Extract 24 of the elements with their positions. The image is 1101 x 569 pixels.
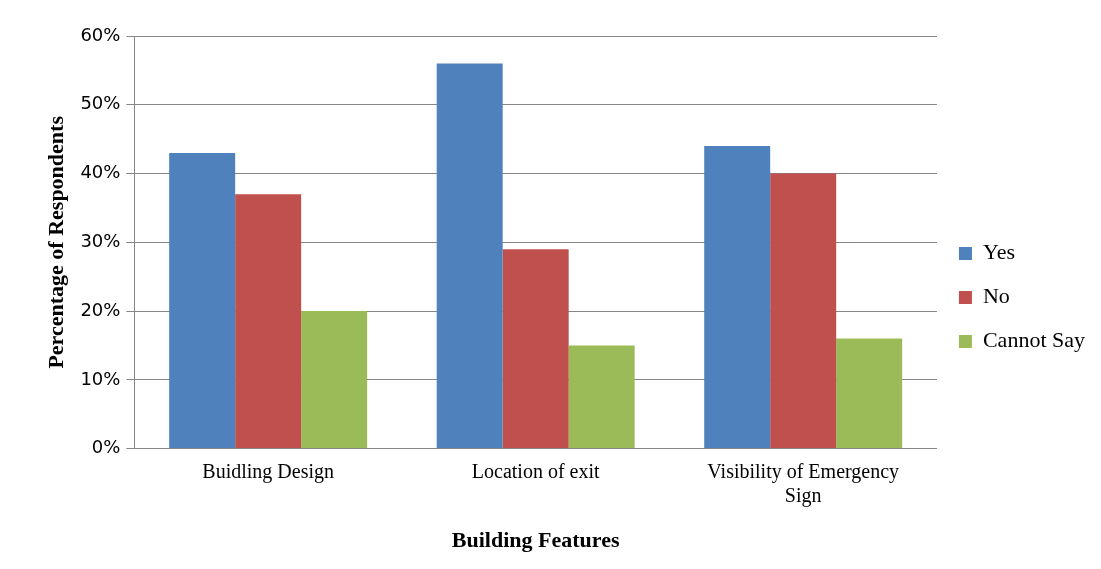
x-tick-label: Visibility of Emergency Sign — [707, 459, 900, 507]
y-tick-label: 10% — [80, 367, 121, 389]
legend-label: Cannot Say — [982, 327, 1086, 353]
y-tick-label: 60% — [80, 23, 121, 45]
x-tick-label: Location of exit — [471, 459, 600, 482]
bar — [169, 152, 236, 449]
y-tick-label: 50% — [80, 92, 121, 114]
x-tick-label: Buidling Design — [202, 459, 334, 483]
bar — [235, 194, 302, 449]
bar — [436, 63, 503, 449]
bar — [836, 338, 903, 449]
y-tick-label: 20% — [80, 298, 121, 320]
bar — [502, 249, 569, 449]
y-tick-label: 0% — [91, 436, 121, 458]
x-axis-title: Building Features — [451, 527, 620, 553]
bar — [770, 173, 837, 449]
y-axis-title: Percentage of Respondents — [42, 115, 68, 369]
bar — [704, 146, 771, 449]
bar — [568, 345, 635, 449]
legend-label: No — [982, 283, 1010, 309]
y-tick-label: 40% — [80, 161, 121, 183]
bar — [301, 311, 368, 449]
legend-label: Yes — [982, 239, 1015, 265]
y-tick-label: 30% — [80, 229, 121, 251]
